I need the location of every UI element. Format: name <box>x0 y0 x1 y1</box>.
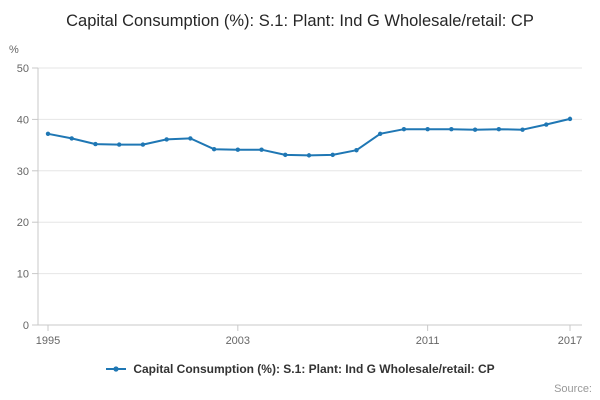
x-tick-label: 1995 <box>36 335 60 347</box>
data-point <box>140 142 146 147</box>
data-point <box>449 126 454 132</box>
data-point <box>377 131 383 136</box>
data-point <box>283 152 288 158</box>
y-tick-label: 30 <box>17 166 29 178</box>
legend-label: Capital Consumption (%): S.1: Plant: Ind… <box>133 362 495 376</box>
data-point <box>211 147 217 152</box>
data-point <box>45 131 51 136</box>
source-label: Source: <box>554 383 592 395</box>
legend-line-icon <box>106 366 127 372</box>
data-point <box>116 142 122 147</box>
data-point <box>425 126 430 132</box>
data-point <box>306 153 312 158</box>
data-point <box>164 137 169 142</box>
y-tick-label: 40 <box>17 114 29 126</box>
data-point <box>93 141 98 147</box>
x-tick-label: 2003 <box>226 335 250 347</box>
y-tick-label: 20 <box>17 217 29 229</box>
data-point <box>259 147 264 152</box>
y-tick-label: 0 <box>23 320 29 332</box>
y-axis-unit-label: % <box>9 44 19 56</box>
x-tick-label: 2011 <box>416 335 440 347</box>
chart-title: Capital Consumption (%): S.1: Plant: Ind… <box>66 12 534 30</box>
data-point <box>401 126 407 132</box>
data-point <box>69 136 74 141</box>
data-point <box>235 147 241 152</box>
data-point <box>496 126 502 132</box>
data-point <box>188 136 193 141</box>
y-tick-label: 10 <box>17 269 29 281</box>
data-point <box>520 127 525 132</box>
data-point <box>354 148 359 153</box>
line-chart-plot: 0 10 20 30 40 50 1995 2003 2011 2017 <box>17 63 582 347</box>
legend-item[interactable]: Capital Consumption (%): S.1: Plant: Ind… <box>0 362 600 376</box>
data-point <box>567 116 573 122</box>
x-tick-label: 2017 <box>558 335 582 347</box>
y-tick-label: 50 <box>17 63 29 75</box>
data-point <box>472 127 478 132</box>
series-line <box>47 117 571 157</box>
data-point <box>330 152 335 158</box>
data-point <box>544 122 549 127</box>
